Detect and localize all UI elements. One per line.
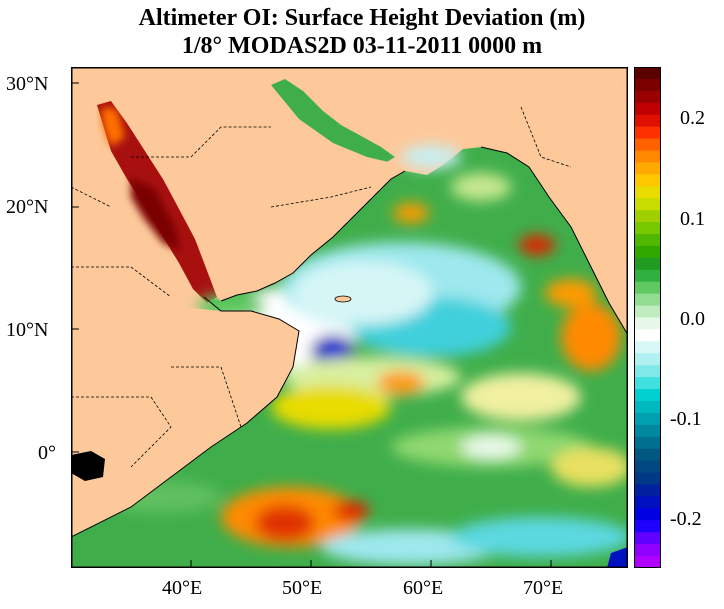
colorbar-swatch [634, 222, 661, 235]
lat-label: 30°N [6, 73, 49, 95]
colorbar-swatch [634, 556, 661, 568]
colorbar-swatch [634, 78, 661, 92]
colorbar-swatch [634, 186, 661, 199]
colorbar-swatch [634, 234, 661, 247]
map-plot [71, 67, 628, 568]
socotra-island [334, 295, 352, 303]
colorbar-tick-label: -0.2 [670, 508, 702, 530]
colorbar-swatch [634, 389, 661, 402]
lat-label: 20°N [6, 196, 49, 218]
colorbar-swatch [634, 401, 661, 414]
lon-label: 50°E [282, 577, 323, 599]
lat-label: 10°N [6, 319, 49, 341]
colorbar [634, 67, 661, 568]
colorbar-swatch [634, 90, 661, 104]
colorbar-swatch [634, 424, 661, 438]
colorbar-swatch [634, 532, 661, 545]
colorbar-swatch [634, 448, 661, 462]
colorbar-swatch [634, 198, 661, 211]
colorbar-swatch [634, 353, 661, 366]
colorbar-swatch [634, 544, 661, 557]
colorbar-swatch [634, 341, 661, 354]
colorbar-swatch [634, 257, 661, 271]
colorbar-swatch [634, 281, 661, 295]
colorbar-swatch [634, 102, 661, 116]
colorbar-swatch [634, 436, 661, 450]
colorbar-swatch [634, 126, 661, 140]
colorbar-swatch [634, 412, 661, 426]
colorbar-swatch [634, 496, 661, 509]
lon-label: 60°E [403, 577, 444, 599]
colorbar-swatch [634, 162, 661, 175]
colorbar-swatch [634, 245, 661, 259]
colorbar-swatch [634, 520, 661, 533]
lat-label: 0° [38, 442, 56, 464]
colorbar-swatch [634, 365, 661, 378]
colorbar-swatch [634, 377, 661, 390]
lake-victoria [71, 451, 105, 481]
map-title: Altimeter OI: Surface Height Deviation (… [138, 5, 586, 31]
colorbar-swatch [634, 508, 661, 521]
colorbar-swatch [634, 305, 661, 319]
colorbar-swatch [634, 138, 661, 152]
colorbar-swatch [634, 67, 661, 80]
colorbar-swatch [634, 484, 661, 498]
colorbar-tick-label: 0.0 [680, 308, 705, 330]
colorbar-swatch [634, 460, 661, 474]
colorbar-swatch [634, 210, 661, 223]
colorbar-swatch [634, 329, 661, 342]
colorbar-swatch [634, 150, 661, 164]
colorbar-tick-label: -0.1 [670, 408, 702, 430]
colorbar-swatch [634, 293, 661, 307]
colorbar-swatch [634, 317, 661, 331]
colorbar-swatch [634, 174, 661, 187]
colorbar-swatch [634, 472, 661, 486]
lon-label: 40°E [162, 577, 203, 599]
lon-label: 70°E [523, 577, 564, 599]
colorbar-tick-label: 0.2 [680, 107, 705, 129]
map-subtitle: 1/8° MODAS2D 03-11-2011 0000 m [181, 33, 543, 59]
colorbar-swatch [634, 269, 661, 283]
colorbar-swatch [634, 114, 661, 128]
persian-gulf [271, 79, 395, 163]
colorbar-tick-label: 0.1 [680, 208, 705, 230]
